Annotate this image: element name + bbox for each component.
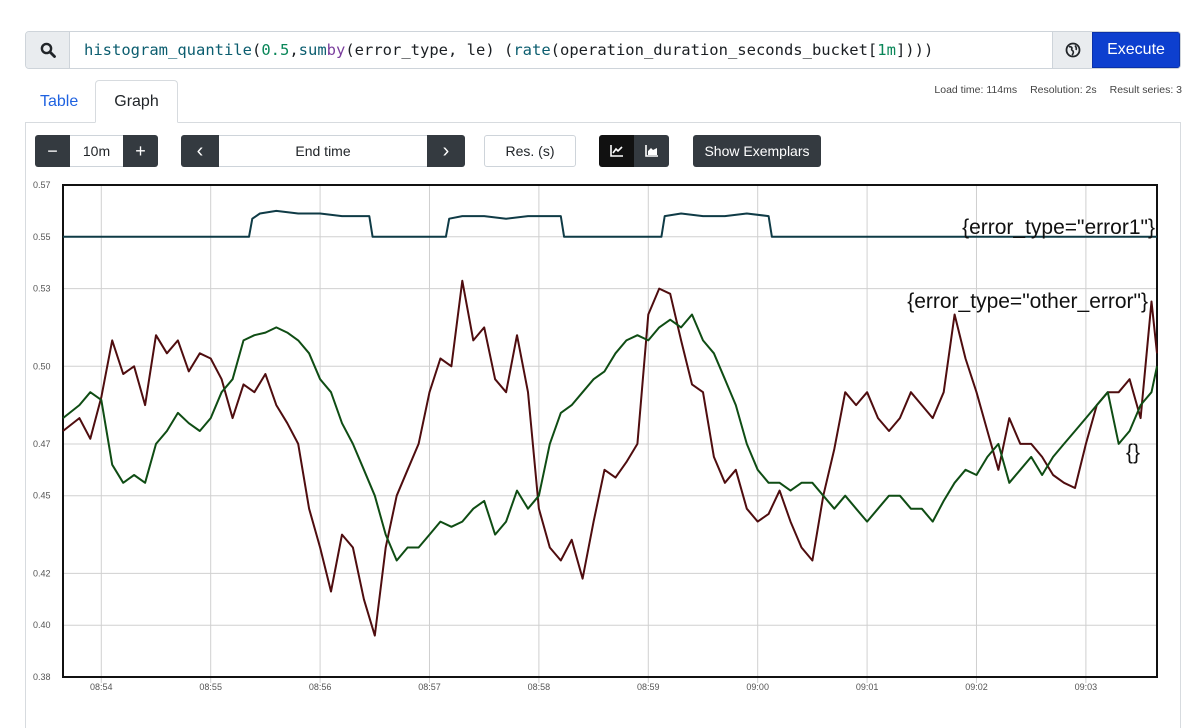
y-tick-label: 0.55 bbox=[33, 232, 51, 242]
x-tick-label: 08:55 bbox=[199, 682, 222, 692]
end-time-control: ‹ End time › bbox=[181, 135, 465, 167]
tabs-divider bbox=[25, 122, 1181, 123]
metrics-explorer-icon[interactable] bbox=[1052, 32, 1092, 68]
next-time-button[interactable]: › bbox=[427, 135, 465, 167]
series-line-2 bbox=[62, 313, 1158, 562]
query-token: by bbox=[326, 41, 346, 59]
show-exemplars-button[interactable]: Show Exemplars bbox=[693, 135, 821, 167]
series-line-1 bbox=[62, 279, 1158, 637]
prev-time-button[interactable]: ‹ bbox=[181, 135, 219, 167]
x-tick-label: 09:01 bbox=[856, 682, 879, 692]
query-token: (operation_duration_seconds_bucket[ bbox=[550, 41, 878, 59]
query-token: ( bbox=[251, 41, 262, 59]
x-tick-label: 08:54 bbox=[90, 682, 113, 692]
x-tick-label: 08:59 bbox=[637, 682, 660, 692]
query-token: (error_type, le) ( bbox=[345, 41, 514, 59]
tabs: Table Graph bbox=[25, 80, 178, 123]
series-label: {error_type="other_error"} bbox=[907, 290, 1148, 313]
series-label: {} bbox=[1126, 441, 1140, 464]
increase-range-button[interactable]: + bbox=[123, 135, 158, 167]
load-time: Load time: 114ms bbox=[934, 84, 1018, 96]
y-tick-label: 0.42 bbox=[33, 568, 51, 578]
series-line-0 bbox=[63, 209, 1157, 238]
resolution: Resolution: 2s bbox=[1030, 84, 1097, 96]
stacked-chart-icon[interactable] bbox=[634, 135, 669, 167]
y-tick-label: 0.53 bbox=[33, 284, 51, 294]
query-input[interactable]: histogram_quantile(0.5, sum by (error_typ… bbox=[70, 32, 1052, 68]
query-token: 0.5 bbox=[261, 41, 290, 59]
end-time-input[interactable]: End time bbox=[219, 135, 427, 167]
y-tick-label: 0.38 bbox=[33, 672, 51, 682]
y-tick-label: 0.40 bbox=[33, 620, 51, 630]
x-tick-label: 08:57 bbox=[418, 682, 441, 692]
x-tick-label: 09:03 bbox=[1075, 682, 1098, 692]
resolution-input[interactable]: Res. (s) bbox=[484, 135, 576, 167]
query-token: , bbox=[289, 41, 299, 59]
result-series: Result series: 3 bbox=[1109, 84, 1182, 96]
query-token: 1m bbox=[877, 41, 896, 59]
plot-frame bbox=[62, 184, 1158, 678]
query-stats: Load time: 114ms Resolution: 2s Result s… bbox=[934, 84, 1182, 96]
x-tick-label: 09:02 bbox=[965, 682, 988, 692]
decrease-range-button[interactable]: − bbox=[35, 135, 70, 167]
range-control: − 10m + bbox=[35, 135, 158, 167]
tab-graph[interactable]: Graph bbox=[95, 80, 178, 123]
y-tick-label: 0.57 bbox=[33, 180, 51, 190]
query-token: ]))) bbox=[895, 41, 934, 59]
query-bar: histogram_quantile(0.5, sum by (error_typ… bbox=[25, 31, 1181, 69]
query-token: sum bbox=[298, 41, 327, 59]
y-tick-label: 0.45 bbox=[33, 491, 51, 501]
chart-type-toggle bbox=[599, 135, 669, 167]
execute-button[interactable]: Execute bbox=[1092, 32, 1180, 68]
x-tick-label: 08:58 bbox=[528, 682, 551, 692]
series-label: {error_type="error1"} bbox=[962, 216, 1155, 239]
query-token: rate bbox=[513, 41, 551, 59]
tab-table[interactable]: Table bbox=[40, 92, 79, 110]
y-tick-label: 0.50 bbox=[33, 361, 51, 371]
graph-panel bbox=[25, 122, 1181, 728]
x-tick-label: 08:56 bbox=[309, 682, 332, 692]
search-icon[interactable] bbox=[26, 32, 70, 68]
line-chart-icon[interactable] bbox=[599, 135, 634, 167]
query-token: histogram_quantile bbox=[84, 41, 252, 59]
x-tick-label: 09:00 bbox=[746, 682, 769, 692]
y-tick-label: 0.47 bbox=[33, 439, 51, 449]
range-input[interactable]: 10m bbox=[70, 135, 123, 167]
